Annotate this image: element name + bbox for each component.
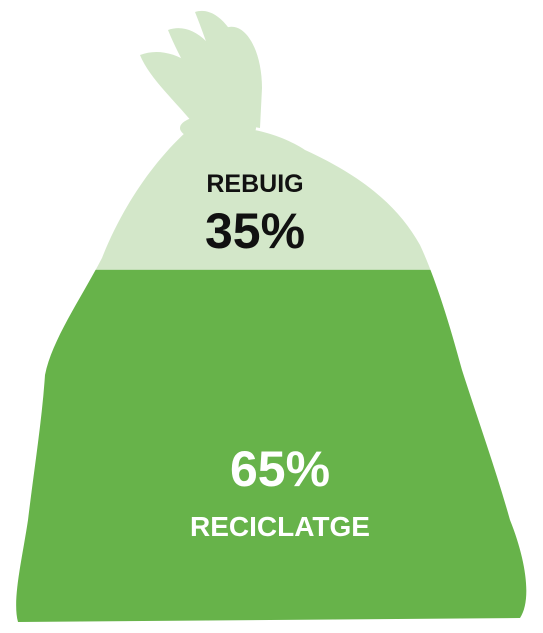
rebuig-label: REBUIG xyxy=(206,170,304,198)
reciclatge-percent: 65% xyxy=(229,441,331,497)
reciclatge-label: RECICLATGE xyxy=(190,511,370,542)
bag-knot xyxy=(140,10,262,142)
rebuig-percent: 35% xyxy=(204,203,306,259)
slice-reciclatge xyxy=(16,269,527,622)
